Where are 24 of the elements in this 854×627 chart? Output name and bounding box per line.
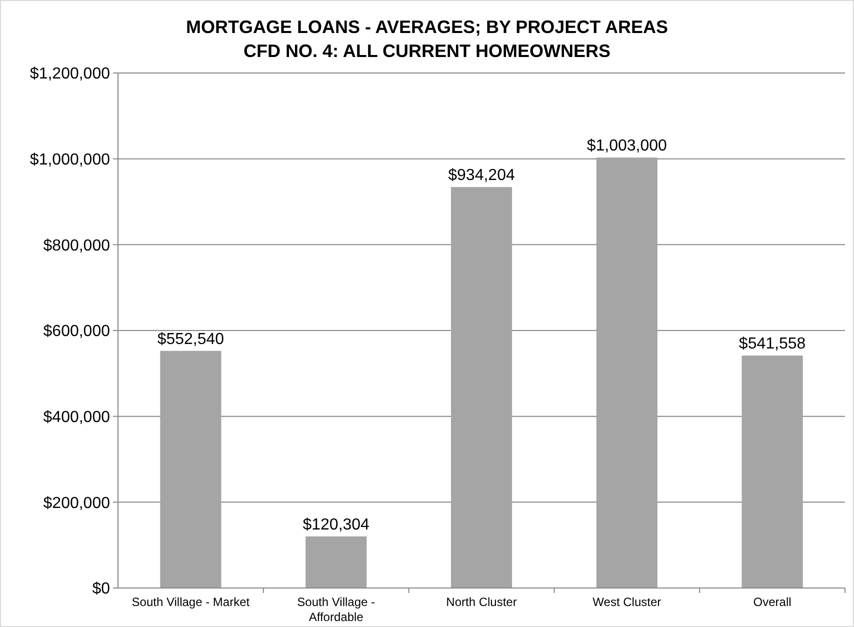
bar bbox=[306, 536, 367, 588]
bar bbox=[596, 158, 658, 588]
y-tick-label: $200,000 bbox=[43, 494, 110, 512]
data-label: $1,003,000 bbox=[586, 138, 668, 155]
x-tick-label: North Cluster bbox=[446, 595, 517, 609]
data-label: $541,558 bbox=[738, 336, 806, 353]
data-label: $552,540 bbox=[157, 330, 224, 348]
chart-subtitle: CFD NO. 4: ALL CURRENT HOMEOWNERS bbox=[244, 41, 610, 61]
x-tick-label: Overall bbox=[753, 595, 792, 609]
chart-title: MORTGAGE LOANS - AVERAGES; BY PROJECT AREAS bbox=[186, 17, 668, 37]
y-tick-label: $800,000 bbox=[43, 237, 110, 254]
x-tick-label: South Village - Market bbox=[132, 595, 250, 609]
bar bbox=[450, 187, 512, 588]
bar bbox=[160, 350, 222, 588]
x-tick-label: South Village - Affordable bbox=[297, 595, 376, 624]
y-tick-label: $0 bbox=[92, 580, 110, 598]
x-tick-label: West Cluster bbox=[592, 595, 662, 609]
y-tick-label: $400,000 bbox=[43, 408, 110, 426]
y-tick-label: $1,000,000 bbox=[30, 151, 110, 168]
bar bbox=[742, 356, 803, 588]
y-tick-label: $600,000 bbox=[43, 323, 110, 340]
y-tick-label: $1,200,000 bbox=[30, 66, 110, 83]
data-label: $934,204 bbox=[448, 167, 515, 184]
data-label: $120,304 bbox=[302, 516, 370, 534]
